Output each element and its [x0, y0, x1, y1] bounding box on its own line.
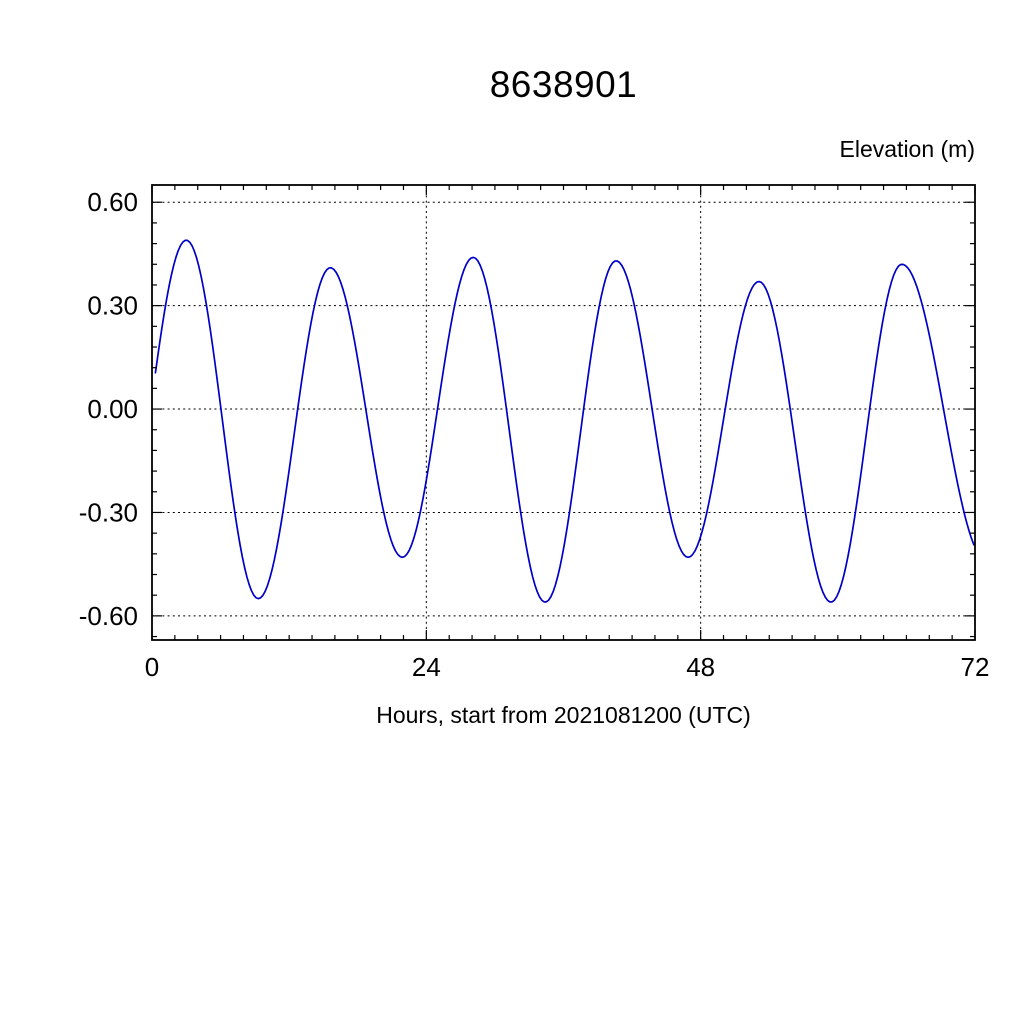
y-tick-label: 0.60 [87, 187, 138, 217]
y-tick-label: 0.30 [87, 291, 138, 321]
x-tick-label: 48 [686, 652, 715, 682]
x-axis-title: Hours, start from 2021081200 (UTC) [376, 702, 751, 728]
chart-title: 8638901 [489, 64, 638, 105]
x-tick-label: 24 [412, 652, 441, 682]
y-tick-label: -0.30 [79, 497, 138, 527]
y-tick-labels: 0.60 0.30 0.00 -0.30 -0.60 [79, 187, 138, 631]
y-tick-label: -0.60 [79, 601, 138, 631]
elevation-curve [154, 239, 975, 603]
axis-ticks [151, 185, 976, 640]
y-axis-top-label: Elevation (m) [839, 136, 975, 162]
x-tick-label: 72 [961, 652, 990, 682]
x-tick-labels: 0 24 48 72 [145, 652, 990, 682]
x-tick-label: 0 [145, 652, 159, 682]
grid-lines [152, 185, 975, 640]
y-tick-label: 0.00 [87, 394, 138, 424]
axis-box [151, 184, 976, 641]
